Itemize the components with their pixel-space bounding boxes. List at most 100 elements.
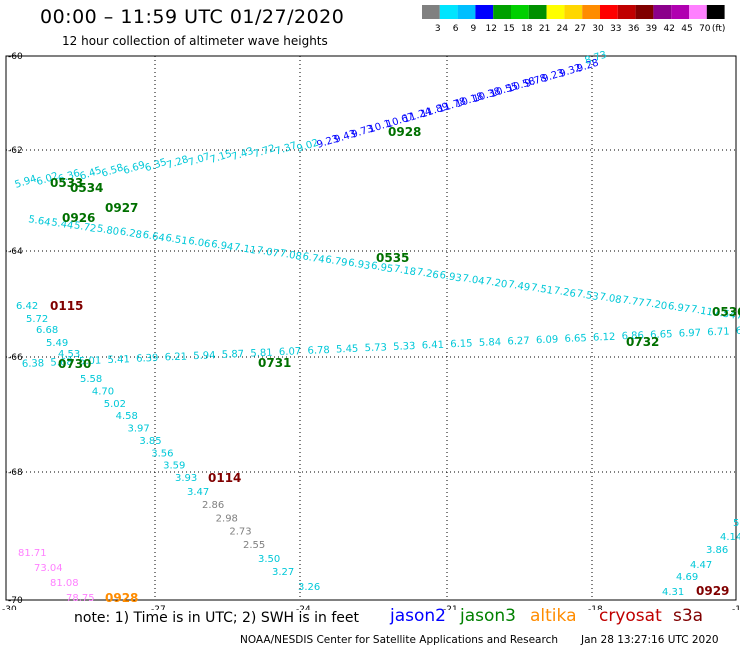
swh-value: 3.97 bbox=[128, 424, 150, 435]
longitude-label: -30 bbox=[2, 605, 17, 610]
swh-value: 7.08 bbox=[598, 292, 622, 307]
time-label: 0929 bbox=[696, 584, 729, 598]
swh-value: 5.33 bbox=[393, 341, 416, 353]
swh-value: 7.08 bbox=[279, 248, 303, 263]
satellite-cryosat-label: cryosat bbox=[599, 606, 662, 626]
swh-value: 5.58 bbox=[80, 374, 102, 385]
satellite-altika-label: altika bbox=[530, 606, 577, 626]
longitude-label: -21 bbox=[443, 605, 458, 610]
swh-value: 7.43 bbox=[230, 146, 255, 163]
swh-value: 7.20 bbox=[644, 298, 668, 313]
swh-value: 7.11 bbox=[233, 242, 257, 257]
swh-value: 7.07 bbox=[187, 151, 212, 168]
colorbar-swatch bbox=[582, 5, 600, 19]
colorbar-label: (ft) bbox=[712, 24, 726, 34]
swh-value: 4.47 bbox=[690, 560, 712, 571]
time-label: 0928 bbox=[105, 591, 138, 605]
swh-value: 4.31 bbox=[662, 587, 684, 598]
time-label: 0536 bbox=[712, 305, 740, 319]
colorbar-label: 15 bbox=[503, 24, 514, 34]
colorbar-swatch bbox=[635, 5, 654, 19]
colorbar-label: 42 bbox=[663, 24, 674, 34]
swh-value: 6.65 bbox=[650, 329, 673, 341]
swh-value: 2.86 bbox=[202, 500, 224, 511]
time-label: 0534 bbox=[70, 181, 103, 195]
swh-value: 78.75 bbox=[66, 593, 95, 604]
colorbar-swatch bbox=[689, 5, 707, 19]
swh-value: 7.77 bbox=[621, 295, 645, 310]
colorbar-swatch bbox=[475, 5, 494, 19]
swh-value: 7.04 bbox=[461, 273, 485, 288]
colorbar-label: 18 bbox=[521, 24, 533, 34]
swh-value: 4.58 bbox=[116, 411, 138, 422]
swh-value: 2.98 bbox=[216, 513, 238, 524]
time-label: 0927 bbox=[105, 201, 138, 215]
swh-value: 3.26 bbox=[298, 582, 320, 593]
swh-value: 7.15 bbox=[209, 149, 234, 166]
swh-value: 7.37 bbox=[274, 140, 299, 157]
altimeter-map: -60-62-64-66-68-70-30-27-24-21-18-159.23… bbox=[2, 50, 740, 610]
swh-value: 6.09 bbox=[536, 334, 559, 346]
swh-value: 7.26 bbox=[416, 267, 440, 282]
colorbar-swatch bbox=[493, 5, 511, 19]
colorbar-swatch bbox=[706, 5, 725, 19]
colorbar-swatch bbox=[617, 5, 636, 19]
swh-value: 7.28 bbox=[165, 154, 190, 171]
time-label: 0731 bbox=[258, 356, 291, 370]
swh-value: 6.42 bbox=[16, 301, 38, 312]
time-label: 0732 bbox=[626, 335, 659, 349]
swh-value: 6.41 bbox=[422, 340, 445, 352]
swh-value: 7.51 bbox=[530, 282, 554, 297]
colorbar-swatch bbox=[511, 5, 529, 19]
colorbar-label: 24 bbox=[557, 24, 569, 34]
colorbar-label: 12 bbox=[485, 24, 496, 34]
swh-value: 5.84 bbox=[479, 337, 502, 349]
swh-value: 5.87 bbox=[222, 349, 245, 361]
latitude-label: -68 bbox=[8, 468, 23, 478]
swh-value: 7.26 bbox=[553, 285, 577, 300]
swh-value: 7.54 bbox=[713, 307, 737, 322]
colorbar-swatch bbox=[422, 5, 440, 19]
colorbar-swatch bbox=[439, 5, 458, 19]
time-label: 0535 bbox=[376, 251, 409, 265]
swh-value: 5.68 bbox=[50, 357, 73, 369]
swh-value: 9.02 bbox=[296, 138, 321, 155]
colorbar-swatch bbox=[564, 5, 583, 19]
swh-value: 6.97 bbox=[679, 328, 702, 340]
footer-note: note: 1) Time is in UTC; 2) SWH is in fe… bbox=[74, 610, 360, 626]
swh-value: 3.50 bbox=[258, 554, 280, 565]
swh-value: 5.49 bbox=[46, 338, 68, 349]
map-frame bbox=[5, 55, 737, 601]
satellite-jason3-label: jason3 bbox=[460, 606, 516, 626]
latitude-label: -70 bbox=[8, 596, 23, 606]
swh-value: 4.70 bbox=[92, 386, 114, 397]
longitude-label: -18 bbox=[588, 605, 603, 610]
colorbar-swatch bbox=[546, 5, 565, 19]
swh-value: 4.14 bbox=[720, 532, 740, 543]
page-title: 00:00 – 11:59 UTC 01/27/2020 bbox=[40, 6, 345, 28]
swh-value: 3.56 bbox=[151, 448, 173, 459]
latitude-label: -64 bbox=[8, 247, 23, 257]
swh-value: 5.44 bbox=[50, 217, 74, 232]
colorbar-label: 9 bbox=[471, 24, 477, 34]
swh-value: 6.95 bbox=[370, 261, 394, 276]
swh-value: 6.07 bbox=[279, 346, 302, 358]
swh-value: 5.41 bbox=[107, 354, 130, 366]
colorbar-label: 33 bbox=[610, 24, 621, 34]
swh-value: 6.21 bbox=[165, 352, 188, 364]
colorbar-label: 21 bbox=[539, 24, 550, 34]
swh-value: 6.06 bbox=[187, 236, 211, 251]
swh-value: 6.79 bbox=[324, 254, 348, 269]
colorbar-swatch bbox=[600, 5, 618, 19]
swh-value: 6.38 bbox=[22, 358, 45, 370]
swh-value: 6.68 bbox=[36, 325, 58, 336]
timestamp: Jan 28 13:27:16 UTC 2020 bbox=[581, 634, 719, 646]
swh-value: 6.86 bbox=[621, 331, 644, 343]
swh-value: 5.73 bbox=[364, 342, 387, 354]
colorbar-swatch bbox=[671, 5, 689, 19]
colorbar-label: 39 bbox=[646, 24, 658, 34]
swh-value: 7.72 bbox=[252, 143, 277, 160]
time-label: 0533 bbox=[50, 176, 83, 190]
swh-value: 5.72 bbox=[26, 314, 48, 325]
swh-value: 5.02 bbox=[104, 399, 126, 410]
